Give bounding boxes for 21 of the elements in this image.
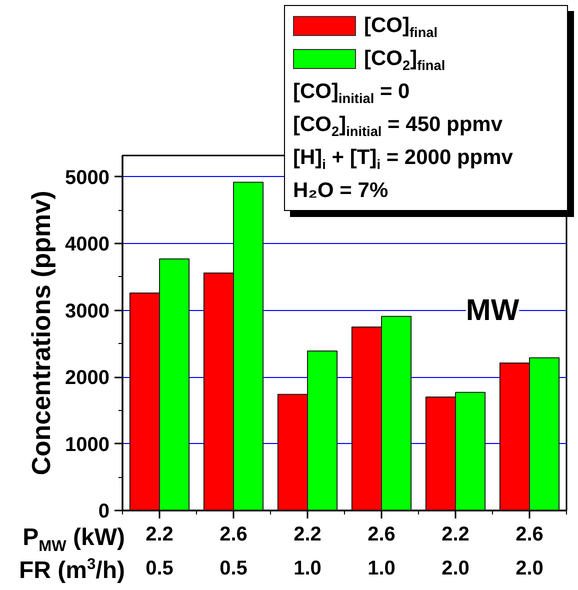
x-tick-label: 2.6 2.0 bbox=[516, 524, 544, 580]
legend-label: [CO$_{2}$]$_{final}$ bbox=[364, 46, 446, 75]
x-tick-label: 2.6 1.0 bbox=[368, 524, 396, 580]
text: [CO$_{2}$]$_{initial}$ = 450 ppmv bbox=[293, 112, 504, 141]
y-tick-label: 4000 bbox=[65, 234, 110, 256]
legend-label: [CO]$_{final}$ bbox=[364, 13, 438, 42]
x-tick-label: 2.2 1.0 bbox=[294, 524, 322, 580]
y-tick-label: 5000 bbox=[65, 166, 110, 189]
annotation: MW bbox=[466, 294, 520, 327]
y-tick-label: 3000 bbox=[65, 300, 110, 322]
text: [CO]$_{initial}$ = 0 bbox=[293, 79, 411, 108]
annotation: H₂O = 7% bbox=[293, 178, 390, 204]
y-tick-label: 0 bbox=[98, 500, 110, 522]
y-axis-title: Concentrations (ppmv) bbox=[26, 190, 56, 476]
x-tick-label: 2.2 0.5 bbox=[146, 524, 174, 580]
x-axis-title: P$_{MW}$ (kW) FR (m$^{3}$/h) bbox=[18, 523, 125, 586]
y-tick-label: 1000 bbox=[65, 434, 110, 456]
x-tick-label: 2.2 2.0 bbox=[442, 524, 470, 580]
annotation: [H]$_{i}$ + [T]$_{i}$ = 2000 ppmv bbox=[293, 145, 514, 174]
x-tick-label: 2.6 0.5 bbox=[220, 524, 248, 580]
y-tick-label: 2000 bbox=[65, 367, 110, 390]
